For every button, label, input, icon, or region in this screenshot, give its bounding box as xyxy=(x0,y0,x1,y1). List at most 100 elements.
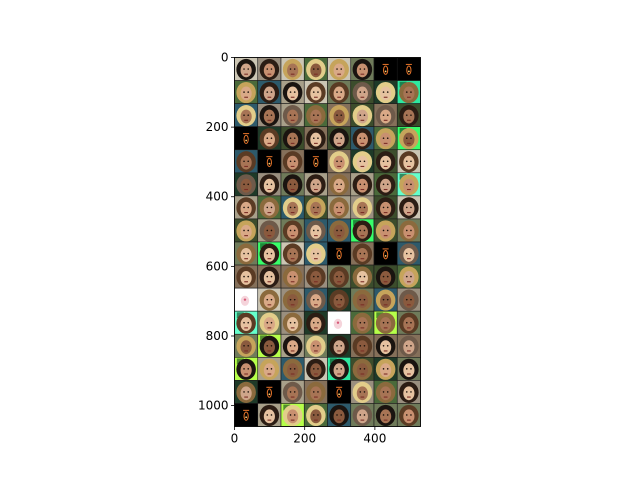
grid-tile-r14-c4 xyxy=(327,380,352,404)
grid-tile-r15-c7 xyxy=(396,403,421,427)
grid-tile-r3-c3 xyxy=(303,126,328,151)
grid-tile-r5-c1 xyxy=(257,172,282,197)
grid-tile-r10-c1 xyxy=(257,287,282,312)
grid-tile-r10-c5 xyxy=(350,287,375,312)
grid-tile-r0-c2 xyxy=(280,57,305,81)
grid-tile-r8-c4 xyxy=(327,241,352,266)
grid-tile-r5-c3 xyxy=(303,172,328,197)
grid-tile-r15-c5 xyxy=(350,403,375,427)
grid-tile-r8-c1 xyxy=(257,241,282,266)
grid-tile-r13-c6 xyxy=(373,357,398,381)
y-tick-label: 600 xyxy=(206,259,229,273)
grid-tile-r9-c1 xyxy=(257,264,282,289)
grid-tile-r2-c0 xyxy=(234,103,259,127)
grid-tile-r5-c4 xyxy=(327,172,352,197)
grid-tile-r12-c7 xyxy=(396,333,421,358)
grid-tile-r0-c0 xyxy=(234,57,259,81)
grid-tile-r8-c2 xyxy=(280,241,305,266)
grid-tile-r11-c7 xyxy=(396,310,421,335)
grid-tile-r13-c4 xyxy=(327,357,352,381)
grid-tile-r14-c7 xyxy=(396,380,421,404)
y-tick-label: 800 xyxy=(206,329,229,343)
grid-tile-r10-c2 xyxy=(280,287,305,312)
grid-tile-r8-c3 xyxy=(303,241,328,266)
grid-tile-r4-c6 xyxy=(373,149,398,174)
grid-tile-r6-c3 xyxy=(303,195,328,220)
grid-tile-r11-c3 xyxy=(303,310,328,335)
grid-tile-r14-c3 xyxy=(303,380,328,404)
grid-tile-r15-c1 xyxy=(257,403,282,427)
grid-tile-r12-c2 xyxy=(280,333,305,358)
grid-tile-r9-c2 xyxy=(280,264,305,289)
grid-tile-r12-c1 xyxy=(257,333,282,358)
grid-tile-r5-c2 xyxy=(280,172,305,197)
grid-tile-r7-c6 xyxy=(373,218,398,243)
grid-tile-r9-c6 xyxy=(373,264,398,289)
grid-tile-r0-c6 xyxy=(373,57,398,81)
grid-tile-r6-c2 xyxy=(280,195,305,220)
grid-tile-r5-c5 xyxy=(350,172,375,197)
grid-tile-r3-c7 xyxy=(396,126,421,151)
grid-tile-r10-c7 xyxy=(396,287,421,312)
grid-tile-r13-c1 xyxy=(257,357,282,381)
grid-tile-r9-c0 xyxy=(234,264,259,289)
grid-tile-r12-c4 xyxy=(327,333,352,358)
x-axis: 0 200 400 xyxy=(231,426,386,446)
axes-frame xyxy=(234,57,421,427)
grid-tile-r1-c6 xyxy=(373,80,398,104)
x-tick-label: 400 xyxy=(363,432,386,446)
grid-tile-r6-c0 xyxy=(234,195,259,220)
grid-tile-r8-c5 xyxy=(350,241,375,266)
grid-tile-r7-c1 xyxy=(257,218,282,243)
grid-tile-r4-c0 xyxy=(234,149,259,174)
grid-tile-r12-c5 xyxy=(350,333,375,358)
grid-tile-r11-c2 xyxy=(280,310,305,335)
grid-tile-r14-c6 xyxy=(373,380,398,404)
grid-tile-r11-c4 xyxy=(327,310,352,335)
grid-tile-r1-c1 xyxy=(257,80,282,104)
grid-tile-r0-c5 xyxy=(350,57,375,81)
grid-tile-r8-c6 xyxy=(373,241,398,266)
grid-tile-r12-c3 xyxy=(303,333,328,358)
y-tick-label: 200 xyxy=(206,120,229,134)
grid-tile-r2-c7 xyxy=(396,103,421,127)
grid-tile-r2-c1 xyxy=(257,103,282,127)
grid-tile-r8-c7 xyxy=(396,241,421,266)
grid-tile-r7-c7 xyxy=(396,218,421,243)
grid-tile-r13-c0 xyxy=(234,357,259,381)
grid-tile-r4-c4 xyxy=(327,149,352,174)
grid-tile-r1-c0 xyxy=(234,80,259,104)
grid-tile-r6-c4 xyxy=(327,195,352,220)
grid-tile-r15-c3 xyxy=(303,403,328,427)
grid-tile-r7-c5 xyxy=(350,218,375,243)
grid-tile-r15-c0 xyxy=(234,403,259,427)
grid-tile-r12-c0 xyxy=(234,333,259,358)
grid-tile-r10-c6 xyxy=(373,287,398,312)
grid-tile-r11-c1 xyxy=(257,310,282,335)
grid-tile-r2-c6 xyxy=(373,103,398,127)
grid-tile-r1-c3 xyxy=(303,80,328,104)
grid-tile-r15-c4 xyxy=(327,403,352,427)
grid-tile-r6-c5 xyxy=(350,195,375,220)
grid-tile-r9-c7 xyxy=(396,264,421,289)
x-tick-label: 200 xyxy=(293,432,316,446)
grid-tile-r1-c4 xyxy=(327,80,352,104)
grid-tile-r3-c4 xyxy=(327,126,352,151)
y-tick-label: 0 xyxy=(221,51,229,65)
grid-tile-r15-c2 xyxy=(280,403,305,427)
grid-tile-r7-c4 xyxy=(327,218,352,243)
grid-tile-r4-c2 xyxy=(280,149,305,174)
grid-tile-r0-c4 xyxy=(327,57,352,81)
grid-tile-r1-c5 xyxy=(350,80,375,104)
grid-tile-r4-c5 xyxy=(350,149,375,174)
grid-tile-r11-c5 xyxy=(350,310,375,335)
grid-tile-r10-c4 xyxy=(327,287,352,312)
grid-tile-r2-c3 xyxy=(303,103,328,127)
grid-tile-r4-c3 xyxy=(303,149,328,174)
grid-tile-r6-c6 xyxy=(373,195,398,220)
grid-tile-r1-c2 xyxy=(280,80,305,104)
grid-tile-r15-c6 xyxy=(373,403,398,427)
grid-tile-r10-c0 xyxy=(234,287,259,312)
grid-tile-r1-c7 xyxy=(396,80,421,104)
x-tick-label: 0 xyxy=(231,432,239,446)
